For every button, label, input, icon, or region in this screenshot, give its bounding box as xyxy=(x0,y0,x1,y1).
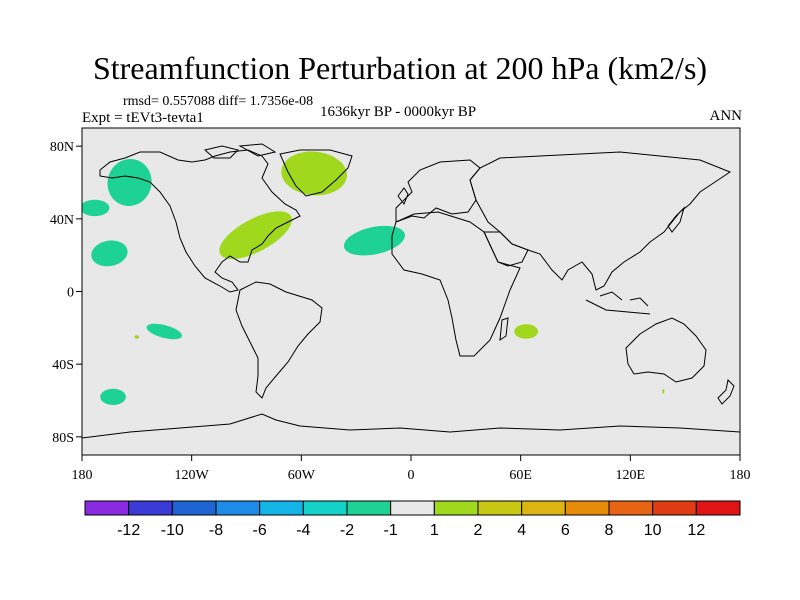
stats-label: rmsd= 0.557088 diff= 1.7356e-08 xyxy=(123,94,314,109)
colorbar-label: 6 xyxy=(561,522,570,539)
coast-arabia xyxy=(483,231,529,267)
season-label: ANN xyxy=(709,108,743,124)
colorbar-swatch xyxy=(171,500,217,516)
anomaly-tropical-northeast-pacific-negative xyxy=(91,240,128,267)
coast-madagascar xyxy=(499,317,509,342)
colorbar-swatch xyxy=(477,500,523,516)
coast-britain xyxy=(397,187,409,206)
colorbar-swatch xyxy=(695,500,741,516)
colorbar-swatch xyxy=(608,500,654,516)
x-axis: 180 120W 60W 0 60E 120E 180 xyxy=(72,455,751,483)
colorbar-swatch xyxy=(564,500,610,516)
anomaly-north-pacific-negative xyxy=(107,158,152,207)
colorbar-swatch xyxy=(128,500,173,516)
colorbar-label: 1 xyxy=(430,522,439,539)
colorbar-swatch xyxy=(346,500,392,516)
colorbar-label: 10 xyxy=(644,522,662,539)
x-tick-label: 180 xyxy=(72,468,93,483)
colorbar-swatch xyxy=(433,500,479,516)
coast-indonesia xyxy=(585,291,651,315)
colorbar-label: 2 xyxy=(474,522,483,539)
y-tick-label: 40N xyxy=(50,213,74,228)
colorbar-label: -4 xyxy=(296,522,310,539)
colorbar-swatch xyxy=(652,500,697,516)
coast-north-america xyxy=(99,149,301,293)
y-axis: 80N 40N 0 40S 80S xyxy=(50,140,82,446)
colorbar-label: 4 xyxy=(517,522,526,539)
x-tick-label: 60E xyxy=(509,468,532,483)
colorbar-label: -12 xyxy=(117,522,140,539)
colorbar-label: -10 xyxy=(161,522,184,539)
anomaly-south-pacific-negative xyxy=(146,323,182,340)
coast-greenland xyxy=(279,149,353,197)
anomaly-layer xyxy=(82,151,665,406)
colorbar-label: -1 xyxy=(384,522,398,539)
colorbar: -12 -10 -8 -6 -4 -2 -1 1 2 4 6 8 10 12 xyxy=(84,500,741,539)
colorbar-label: -8 xyxy=(209,522,223,539)
coast-asia xyxy=(469,151,732,291)
anomaly-tropical-atlantic-negative xyxy=(343,225,405,256)
map-background xyxy=(82,128,740,455)
colorbar-swatch xyxy=(521,500,566,516)
x-tick-label: 0 xyxy=(408,468,415,483)
colorbar-label: -6 xyxy=(253,522,267,539)
experiment-label: Expt = tEVt3-tevta1 xyxy=(82,110,204,126)
colorbar-swatch xyxy=(215,500,261,516)
colorbar-label: 8 xyxy=(605,522,614,539)
anomaly-southwest-pacific-positive-blob xyxy=(662,389,665,394)
coast-japan xyxy=(667,206,686,233)
y-tick-label: 0 xyxy=(67,286,74,301)
colorbar-swatch xyxy=(390,500,435,516)
anomaly-southern-ocean-negative xyxy=(100,388,126,406)
coast-arctic-islands xyxy=(203,143,277,159)
anomaly-northeast-pacific-negative xyxy=(82,199,110,217)
anomaly-south-pacific-positive-blob xyxy=(134,335,140,339)
colorbar-swatch xyxy=(259,500,304,516)
coast-south-america xyxy=(235,281,323,399)
x-tick-label: 180 xyxy=(730,468,751,483)
colorbar-label: -2 xyxy=(340,522,354,539)
coast-africa xyxy=(391,211,521,357)
x-tick-label: 60W xyxy=(288,468,316,483)
colorbar-label: 12 xyxy=(687,522,705,539)
coast-new-zealand xyxy=(717,378,735,405)
period-label: 1636kyr BP - 0000kyr BP xyxy=(320,104,477,120)
colorbar-swatch xyxy=(84,500,130,516)
x-tick-label: 120E xyxy=(616,468,646,483)
anomaly-north-america-positive xyxy=(219,211,292,259)
coastlines xyxy=(82,143,740,439)
y-tick-label: 40S xyxy=(52,358,74,373)
anomaly-indian-ocean-positive xyxy=(514,324,539,339)
coast-antarctica xyxy=(82,413,740,439)
x-tick-label: 120W xyxy=(175,468,210,483)
coast-australia xyxy=(625,317,707,383)
y-tick-label: 80N xyxy=(50,140,74,155)
colorbar-swatch xyxy=(302,500,348,516)
chart-title: Streamfunction Perturbation at 200 hPa (… xyxy=(92,50,708,86)
y-tick-label: 80S xyxy=(52,431,74,446)
